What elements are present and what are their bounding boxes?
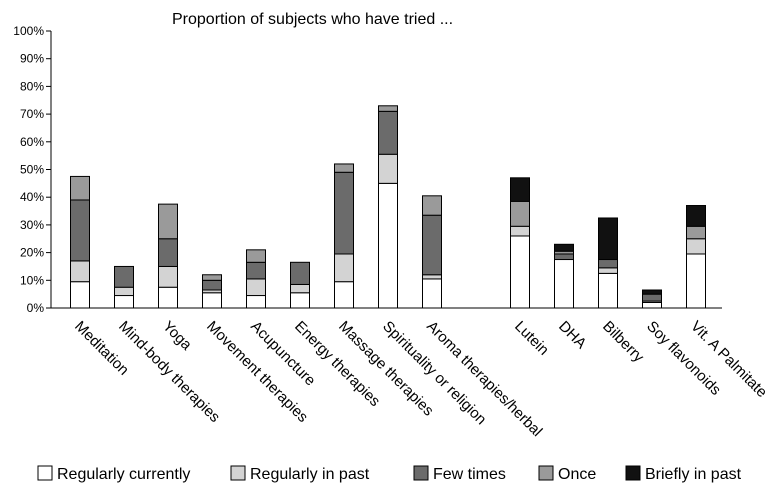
y-tick-label: 40% [20, 190, 44, 204]
legend-swatch [538, 465, 554, 481]
y-tick-label: 90% [20, 52, 44, 66]
bar-segment [246, 261, 266, 280]
bar-segment [290, 292, 310, 309]
bar-segment [246, 249, 266, 263]
y-tick-label: 50% [20, 163, 44, 177]
legend-swatch [625, 465, 641, 481]
bar-segment [642, 289, 662, 295]
bar-segment [422, 274, 442, 280]
x-category-label: Bilberry [599, 318, 647, 366]
bar-segment [246, 295, 266, 309]
bar-segment [158, 203, 178, 240]
y-tick-label: 10% [20, 273, 44, 287]
bar-segment [554, 259, 574, 309]
bar-segment [334, 163, 354, 173]
y-tick-label: 100% [13, 24, 44, 38]
bar-segment [290, 283, 310, 294]
bar-segment [378, 110, 398, 155]
bar-segment [114, 295, 134, 309]
legend-label: Regularly currently [57, 466, 190, 483]
bar-segment [70, 281, 90, 309]
bar-segment [686, 238, 706, 255]
y-tick-label: 80% [20, 79, 44, 93]
bars-group [70, 105, 706, 309]
y-tick-label: 70% [20, 107, 44, 121]
legend-label: Once [558, 466, 596, 483]
legend-label: Regularly in past [250, 466, 370, 483]
legend-label: Few times [433, 466, 506, 483]
x-category-label: Yoga [159, 318, 195, 354]
bar-segment [334, 253, 354, 283]
bar-segment [378, 153, 398, 184]
bar-segment [510, 235, 530, 309]
bar-segment [598, 259, 618, 269]
bar-segment [334, 281, 354, 309]
bar-segment [598, 217, 618, 261]
bar-segment [158, 265, 178, 288]
bar-segment [510, 225, 530, 237]
bar-segment [202, 274, 222, 281]
chart-title: Proportion of subjects who have tried ..… [172, 11, 453, 28]
x-category-label: Lutein [511, 318, 552, 359]
x-category-label: DHA [555, 318, 589, 352]
bar-segment [510, 177, 530, 202]
legend: Regularly currently Regularly in past Few … [37, 465, 742, 483]
bar-segment [202, 279, 222, 291]
bar-segment [158, 238, 178, 267]
bar-segment [422, 278, 442, 309]
bar-segment [686, 205, 706, 227]
legend-swatch [230, 465, 246, 481]
bar-segment [334, 171, 354, 255]
bar-segment [642, 301, 662, 309]
y-tick-label: 0% [27, 301, 45, 315]
bar-segment [554, 243, 574, 252]
bar-segment [554, 253, 574, 261]
bar-segment [642, 293, 662, 302]
bar-segment [598, 267, 618, 274]
bar-segment [422, 195, 442, 216]
legend-swatch [37, 465, 53, 481]
bar-segment [70, 175, 90, 201]
y-tick-label: 30% [20, 218, 44, 232]
bar-segment [114, 265, 134, 288]
y-tick-label: 60% [20, 135, 44, 149]
bar-segment [70, 199, 90, 262]
y-tick-label: 20% [20, 246, 44, 260]
bar-segment [378, 105, 398, 112]
bar-segment [114, 286, 134, 297]
x-category-label: Vit. A Palmitate [687, 318, 770, 401]
bar-segment [246, 278, 266, 297]
bar-segment [290, 261, 310, 285]
bar-segment [686, 225, 706, 240]
bar-segment [378, 182, 398, 309]
bar-segment [686, 253, 706, 309]
bar-segment [70, 260, 90, 283]
bar-segment [158, 286, 178, 309]
legend-swatch [413, 465, 429, 481]
bar-segment [510, 200, 530, 227]
legend-label: Briefly in past [645, 466, 742, 483]
bar-segment [202, 292, 222, 309]
bar-segment [598, 272, 618, 309]
bar-segment [422, 214, 442, 276]
